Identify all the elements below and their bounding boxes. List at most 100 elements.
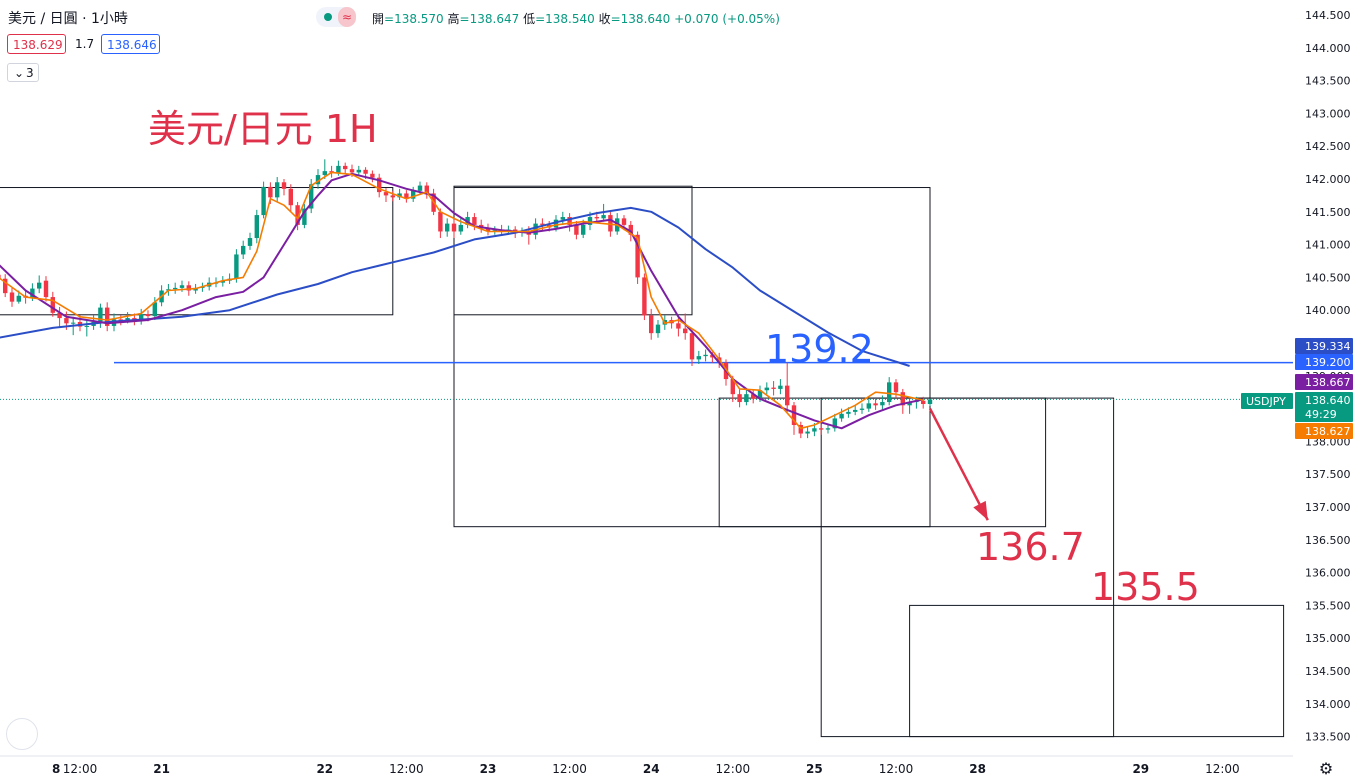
price-label-text: 139.200 (1305, 356, 1351, 369)
indicators-toggle[interactable]: ⌄ 3 (7, 63, 39, 82)
x-tick-label: 22 (316, 762, 333, 776)
x-tick-label: 29 (1132, 762, 1149, 776)
close-label: 收 (598, 12, 611, 26)
candle-body-130 (880, 402, 885, 406)
candle-body-28 (186, 285, 191, 291)
sell-button[interactable]: 138.629 (7, 34, 66, 54)
drawing-rectangle-2 (453, 187, 931, 528)
x-tick-label: 23 (480, 762, 497, 776)
candle-body-70 (472, 217, 477, 225)
change-value: +0.070 (+0.05%) (674, 12, 780, 26)
candle-body-132 (893, 382, 899, 393)
candle-body-111 (751, 394, 756, 399)
drawing-rectangle-0 (0, 187, 394, 316)
price-label-bg-3 (1295, 392, 1353, 422)
candle-body-125 (846, 411, 851, 414)
candle-body-43 (288, 188, 293, 206)
candle-body-57 (383, 192, 389, 196)
x-tick-label: 28 (969, 762, 986, 776)
candle-body-104 (703, 354, 708, 357)
candle-body-96 (649, 315, 654, 334)
candle-body-1 (3, 278, 8, 294)
candle-body-8 (50, 297, 55, 313)
candle-body-46 (309, 184, 314, 209)
candle-body-40 (268, 186, 273, 198)
symbol-label: USDJPY (1246, 395, 1286, 408)
candle-body-112 (757, 390, 763, 399)
dot-icon (324, 13, 332, 21)
y-tick-label: 137.000 (1305, 501, 1351, 514)
countdown-label: 49:29 (1305, 408, 1337, 421)
candle-body-110 (744, 394, 749, 403)
candle-body-22 (145, 314, 151, 317)
candle-body-103 (696, 356, 701, 360)
candle-body-11 (71, 322, 76, 324)
price-label-text: 139.334 (1305, 340, 1351, 353)
candle-body-47 (315, 175, 321, 185)
level-annotation: 139.2 (765, 327, 874, 371)
drawing-rectangle-1 (453, 185, 693, 316)
candle-body-137 (927, 399, 933, 405)
y-tick-label: 136.500 (1305, 534, 1351, 547)
candle-body-118 (798, 425, 803, 434)
y-tick-label: 135.500 (1305, 599, 1351, 612)
candle-body-36 (241, 245, 246, 255)
candle-body-84 (567, 217, 572, 225)
spread-value: 1.7 (75, 37, 95, 51)
candle-body-94 (635, 234, 640, 278)
ma-fast-line (0, 171, 924, 430)
candle-body-66 (445, 223, 450, 232)
candle-body-21 (139, 314, 144, 321)
candle-body-23 (152, 302, 157, 317)
time-axis: 8 12:00 21 22 12:00 23 12:00 24 12:00 25 12:00 28 29… (0, 755, 1293, 783)
y-tick-label: 140.500 (1305, 271, 1351, 284)
candle-body-127 (859, 408, 865, 410)
candle-body-65 (438, 211, 443, 232)
target-2-annotation: 135.5 (1091, 565, 1200, 609)
x-tick-label: 12:00 (1205, 762, 1240, 776)
candle-body-50 (336, 165, 341, 173)
candle-body-26 (173, 287, 178, 290)
candle-body-123 (832, 418, 837, 429)
ohlc-readout: 開=138.570 高=138.647 低=138.540 收=138.640 … (372, 10, 780, 27)
candle-body-80 (540, 223, 545, 225)
candle-body-37 (247, 238, 253, 246)
candle-body-56 (377, 177, 382, 193)
candle-body-38 (254, 215, 259, 239)
candle-body-136 (921, 400, 926, 405)
y-tick-label: 137.500 (1305, 468, 1351, 481)
y-tick-label: 141.500 (1305, 206, 1351, 219)
buy-button[interactable]: 138.646 (101, 34, 160, 54)
candle-body-115 (778, 385, 783, 389)
symbol-label-bg (1241, 393, 1293, 409)
candle-body-82 (553, 219, 559, 228)
ma-slow-line (0, 206, 910, 367)
candle-body-52 (349, 169, 355, 173)
y-tick-label: 143.000 (1305, 107, 1351, 120)
price-label-bg-4 (1295, 423, 1353, 439)
market-status-pill[interactable]: ≈ (316, 7, 356, 27)
candle-body-63 (424, 185, 429, 194)
chevron-down-icon: ⌄ (14, 66, 25, 80)
scroll-button[interactable] (6, 718, 38, 750)
candle-body-48 (322, 171, 327, 176)
candle-body-87 (587, 217, 593, 225)
target-1-annotation: 136.7 (976, 525, 1085, 569)
drawing-rectangle-3 (718, 397, 1047, 528)
candle-body-20 (132, 318, 137, 321)
candle-body-88 (594, 217, 599, 219)
candle-body-18 (118, 319, 123, 321)
gear-icon[interactable]: ⚙ (1318, 761, 1334, 778)
candle-body-58 (390, 195, 395, 198)
candle-body-35 (234, 254, 239, 279)
price-label-bg-1 (1295, 354, 1353, 370)
candle-body-126 (853, 409, 858, 412)
candle-body-92 (621, 218, 627, 225)
candle-body-2 (9, 292, 15, 302)
y-tick-label: 135.000 (1305, 632, 1351, 645)
symbol-title[interactable]: 美元 / 日圓 · 1小時 (8, 11, 128, 27)
candle-body-108 (730, 379, 735, 395)
